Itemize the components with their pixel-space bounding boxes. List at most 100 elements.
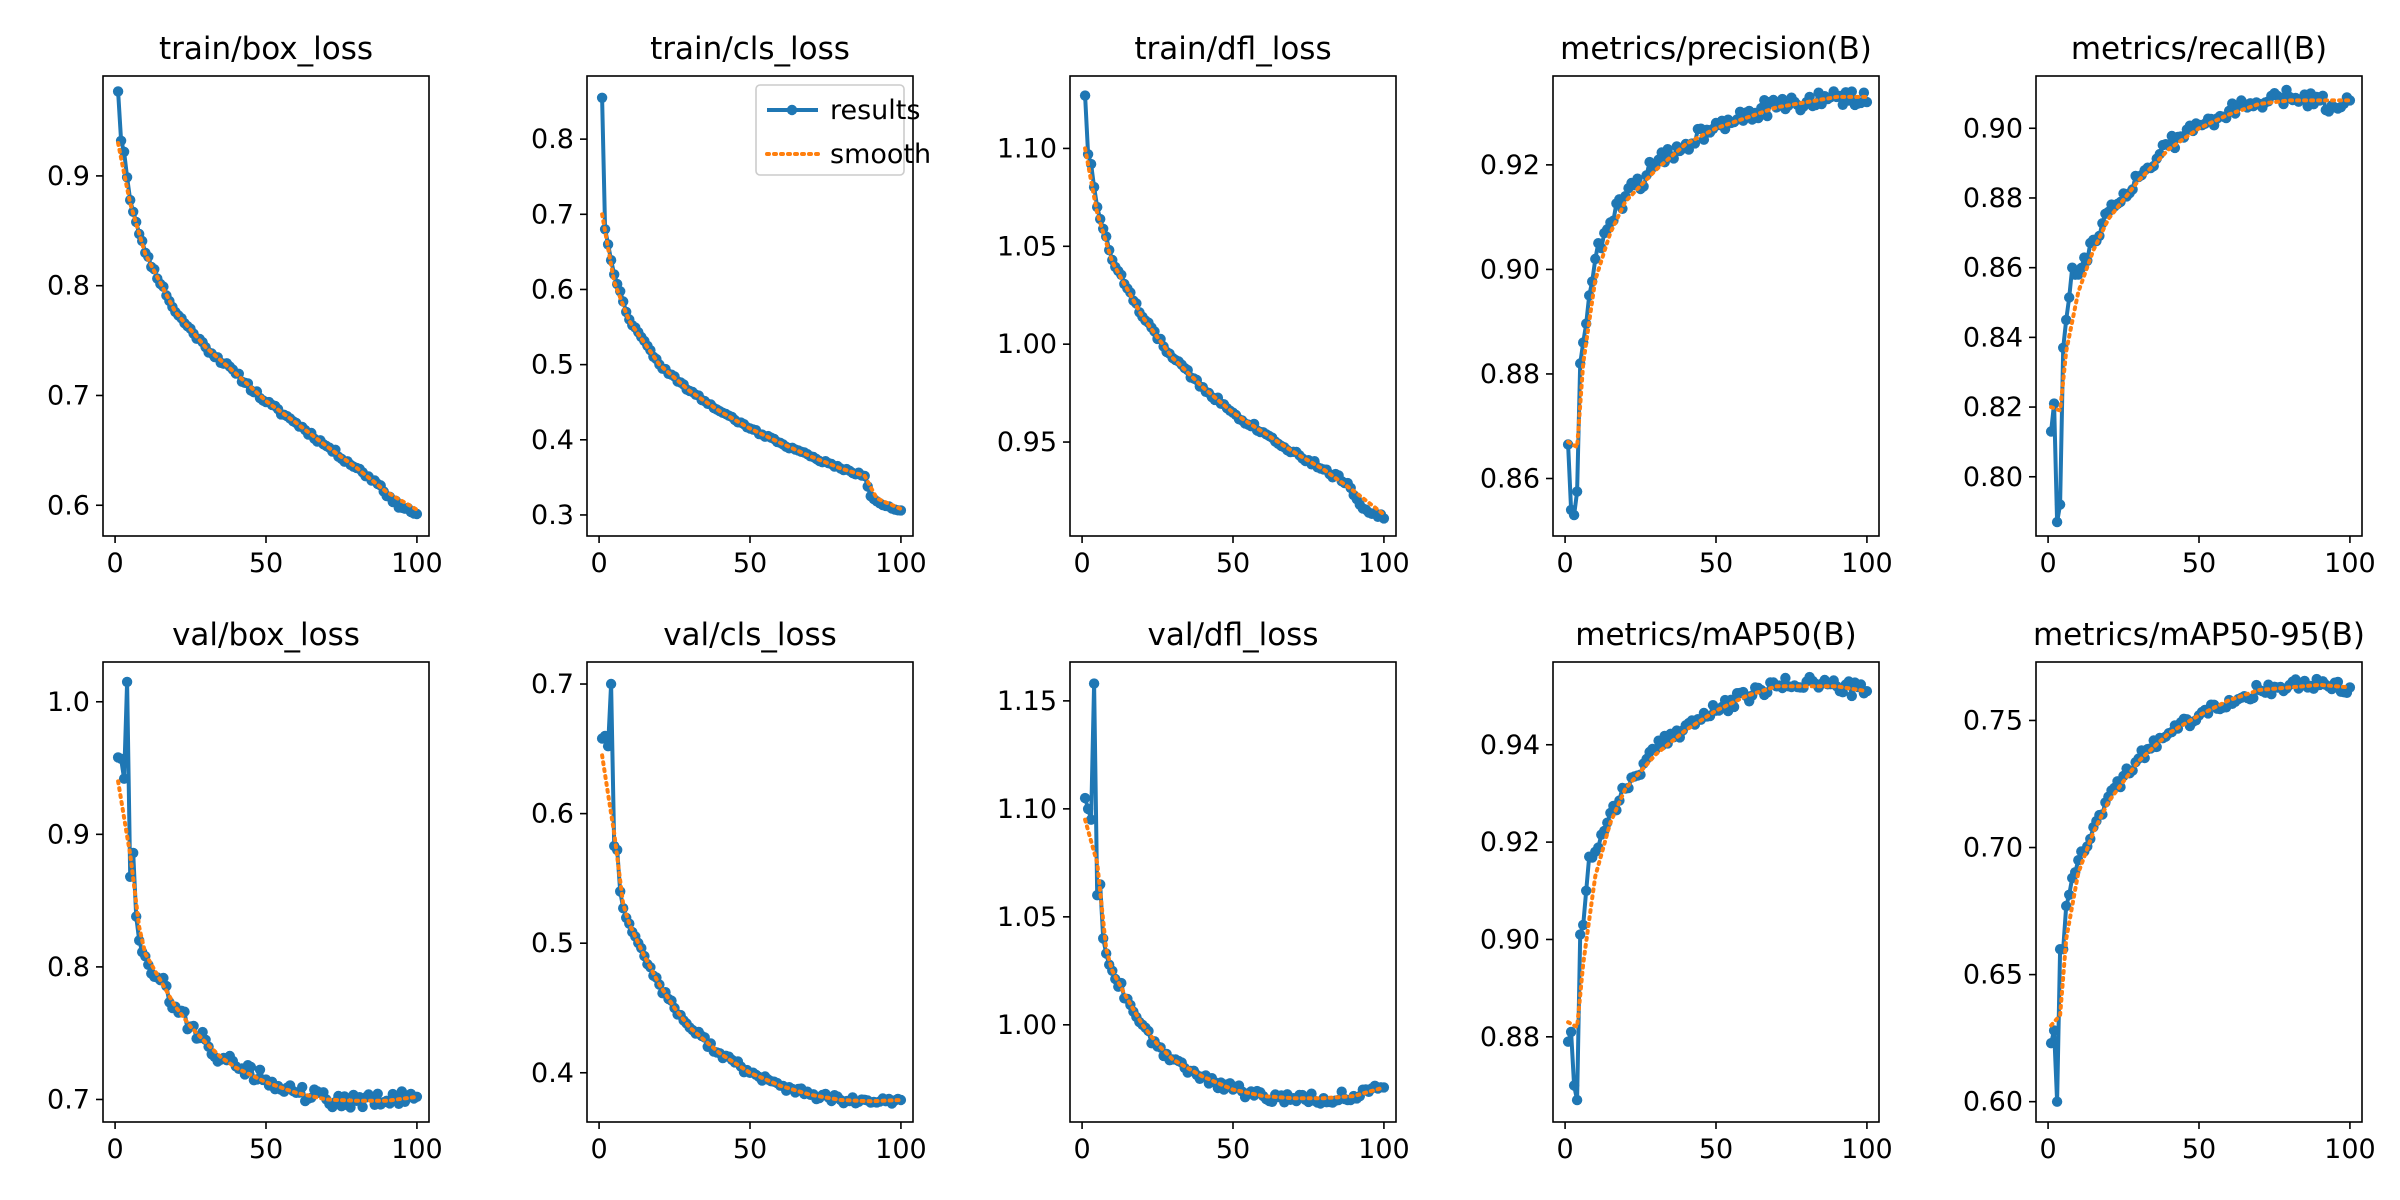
series-group: [2045, 84, 2356, 528]
smooth-line: [1566, 684, 1869, 1031]
x-tick-label: 100: [2324, 1134, 2376, 1165]
x-tick-label: 0: [106, 548, 123, 579]
x-tick-label: 100: [875, 548, 927, 579]
series-group: [1562, 671, 1873, 1106]
chart-title: metrics/mAP50(B): [1575, 617, 1856, 653]
y-tick-label: 1.10: [997, 794, 1057, 825]
results-point: [297, 1081, 308, 1093]
results-point: [1846, 86, 1858, 97]
plot-frame: [1552, 661, 1880, 1123]
x-tick-label: 100: [2324, 548, 2376, 579]
x-tick-label: 0: [1073, 548, 1090, 579]
y-tick-label: 0.65: [1963, 960, 2023, 991]
y-tick-label: 0.75: [1963, 705, 2023, 736]
results-point: [372, 1088, 383, 1100]
y-tick-label: 0.8: [47, 271, 90, 302]
plot-frame: [586, 75, 914, 537]
results-point: [605, 678, 617, 690]
results-point: [1846, 690, 1858, 702]
results-point: [1804, 91, 1815, 103]
results-point: [411, 508, 423, 520]
results-point: [2045, 426, 2057, 437]
plot-frame: [2035, 661, 2363, 1123]
results-point: [2048, 1025, 2060, 1036]
smooth-line: [1566, 94, 1869, 451]
x-tick-label: 100: [1841, 1134, 1893, 1165]
legend: results smooth: [755, 84, 931, 176]
chart-metrics-map50-b: metrics/mAP50(B) 0 50 100 0.88 0.90 0.92 0.94: [1480, 617, 1893, 1165]
results-point: [1562, 1036, 1574, 1047]
x-tick-label: 50: [1699, 1134, 1733, 1165]
y-tick-label: 0.90: [1480, 254, 1540, 285]
results-point: [2051, 516, 2063, 528]
results-point: [2051, 1096, 2063, 1107]
x-tick-label: 50: [733, 548, 767, 579]
x-tick-label: 0: [2039, 1134, 2056, 1165]
y-tick-label: 1.00: [997, 329, 1057, 360]
chart-val-box-loss: val/box_loss 0 50 100 0.7 0.8 0.9 1.0: [47, 617, 443, 1165]
results-point: [245, 1061, 257, 1073]
chart-val-cls-loss: val/cls_loss 0 50 100 0.4 0.5 0.6 0.7: [531, 617, 927, 1165]
results-point: [1858, 87, 1870, 98]
results-point: [1571, 486, 1583, 497]
results-point: [118, 146, 130, 157]
x-tick-label: 50: [1699, 548, 1733, 579]
x-tick-label: 50: [2182, 548, 2216, 579]
results-point: [602, 741, 614, 752]
results-point: [118, 773, 130, 784]
y-tick-label: 0.95: [997, 427, 1057, 458]
y-tick-label: 0.88: [1963, 183, 2023, 214]
chart-title: val/dfl_loss: [1148, 617, 1319, 653]
x-tick-label: 100: [1358, 548, 1410, 579]
results-point: [2344, 682, 2356, 693]
chart-title: metrics/precision(B): [1560, 31, 1872, 67]
chart-train-box-loss: train/box_loss 0 50 100 0.6 0.7 0.8 0.9: [47, 31, 443, 579]
y-tick-label: 0.8: [47, 952, 90, 983]
y-tick-label: 0.8: [531, 124, 574, 155]
chart-title: val/box_loss: [172, 617, 360, 653]
smooth-line: [600, 212, 903, 511]
plot-frame: [102, 661, 430, 1123]
x-tick-label: 100: [875, 1134, 927, 1165]
y-tick-label: 0.80: [1963, 462, 2023, 493]
y-tick-label: 0.88: [1480, 1022, 1540, 1053]
results-point: [1079, 792, 1091, 804]
smooth-line: [116, 779, 419, 1103]
results-point: [1590, 253, 1601, 265]
plot-frame: [2035, 75, 2363, 537]
y-tick-label: 0.84: [1963, 322, 2023, 353]
y-tick-label: 1.10: [997, 133, 1057, 164]
y-tick-label: 0.60: [1963, 1087, 2023, 1118]
legend-results-label: results: [830, 95, 920, 126]
results-point: [2154, 148, 2165, 160]
chart-metrics-recall-b: metrics/recall(B) 0 50 100 0.80 0.82 0.84 0.86 0…: [1963, 31, 2376, 579]
results-point: [121, 676, 133, 688]
chart-val-dfl-loss: val/dfl_loss 0 50 100 1.00 1.05 1.10 1.15: [997, 617, 1410, 1165]
series-group: [1562, 86, 1873, 521]
y-tick-label: 1.00: [997, 1010, 1057, 1041]
results-point: [1088, 678, 1100, 689]
y-tick-label: 0.94: [1480, 730, 1540, 761]
x-tick-label: 50: [1216, 1134, 1250, 1165]
results-point: [1378, 513, 1390, 524]
chart-metrics-precision-b: metrics/precision(B) 0 50 100 0.86 0.88 0.90 0.…: [1480, 31, 1893, 579]
y-tick-label: 1.0: [47, 687, 90, 718]
y-tick-label: 0.7: [47, 1084, 90, 1115]
results-point: [1861, 686, 1873, 697]
chart-title: train/cls_loss: [650, 31, 850, 67]
y-tick-label: 1.05: [997, 231, 1057, 262]
results-point: [2061, 314, 2072, 326]
y-tick-label: 0.3: [531, 500, 574, 531]
results-point: [1855, 679, 1867, 690]
results-point: [1632, 173, 1643, 184]
series-group: [1079, 678, 1390, 1109]
results-point: [1861, 96, 1873, 108]
y-tick-label: 0.4: [531, 425, 574, 456]
series-group: [1079, 90, 1390, 524]
y-tick-label: 0.70: [1963, 833, 2023, 864]
results-point: [599, 730, 611, 742]
chart-metrics-map50-95-b: metrics/mAP50-95(B) 0 50 100 0.60 0.65 0.70 0.7…: [1963, 617, 2376, 1165]
plot-frame: [102, 75, 430, 537]
x-tick-label: 0: [106, 1134, 123, 1165]
